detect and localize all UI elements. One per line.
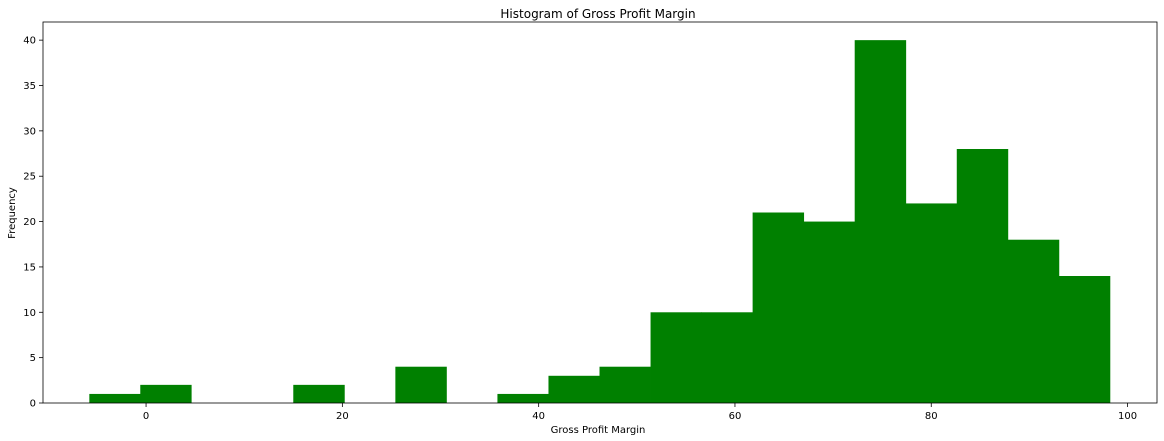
bars-layer xyxy=(89,40,1111,403)
plot-frame xyxy=(42,21,1158,404)
histogram-bar-11 xyxy=(650,312,702,403)
histogram-bar-15 xyxy=(854,40,907,403)
histogram-bar-9 xyxy=(548,375,600,403)
histogram-bar-19 xyxy=(1058,276,1111,403)
histogram-bar-17 xyxy=(956,149,1009,403)
y-tick-label-35: 35 xyxy=(23,81,36,92)
y-axis-label: Frequency xyxy=(7,187,18,239)
x-tick-label-100: 100 xyxy=(1118,411,1137,422)
histogram-bar-4 xyxy=(293,384,345,403)
histogram-bar-13 xyxy=(752,212,805,403)
x-tick-label-0: 0 xyxy=(143,411,149,422)
y-tick-label-40: 40 xyxy=(23,36,36,47)
histogram-bar-10 xyxy=(599,366,651,403)
y-tick-label-5: 5 xyxy=(30,353,36,364)
histogram-bar-6 xyxy=(395,366,447,403)
x-tick-label-80: 80 xyxy=(925,411,938,422)
axes-layer: 0 20 40 60 80 100 0 5 10 15 20 25 30 35 40 xyxy=(23,21,1158,422)
y-tick-label-10: 10 xyxy=(23,308,36,319)
x-tick-label-20: 20 xyxy=(336,411,349,422)
y-tick-label-25: 25 xyxy=(23,172,36,183)
x-tick-label-40: 40 xyxy=(532,411,545,422)
histogram-bar-18 xyxy=(1007,239,1060,403)
y-tick-label-15: 15 xyxy=(23,262,36,273)
chart-title: Histogram of Gross Profit Margin xyxy=(500,7,695,21)
histogram-bar-1 xyxy=(140,384,192,403)
x-axis-label: Gross Profit Margin xyxy=(551,425,646,436)
y-tick-label-20: 20 xyxy=(23,217,36,228)
histogram-bar-8 xyxy=(497,393,549,403)
histogram-bar-14 xyxy=(803,221,856,403)
histogram-bar-0 xyxy=(89,393,141,403)
histogram-bar-16 xyxy=(905,203,958,403)
y-tick-label-0: 0 xyxy=(30,399,36,410)
y-tick-label-30: 30 xyxy=(23,126,36,137)
histogram-bar-12 xyxy=(701,312,754,403)
x-tick-label-60: 60 xyxy=(729,411,742,422)
